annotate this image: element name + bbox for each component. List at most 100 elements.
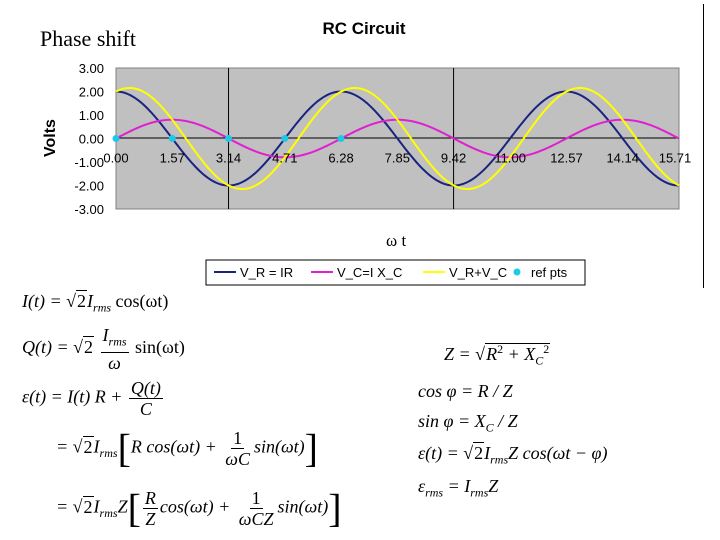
- legend-box: [205, 259, 586, 286]
- eq-emf: ε(t) = I(t) R + Q(t) C: [22, 378, 165, 419]
- eq-i: I: [93, 436, 100, 457]
- x-tick-label: 1.57: [160, 151, 185, 166]
- legend-label: ref pts: [531, 265, 568, 280]
- eq-i: I: [484, 443, 491, 463]
- x-tick-labels: 0.00 1.57 3.14 4.71 6.28 7.85 9.42 11.00 12.57 14…: [103, 151, 691, 166]
- eq-eps: ε: [418, 476, 426, 496]
- legend-swatch: [513, 268, 521, 276]
- ref-point: [112, 135, 120, 142]
- eq-rhs: Z cos(ωt − φ): [508, 443, 608, 463]
- series-line: [115, 86, 680, 191]
- eq-current-rhs: cos(ωt): [111, 291, 169, 311]
- y-tick-label: -3.00: [74, 202, 104, 217]
- eq-fraction-2: 1 ωCZ: [237, 488, 276, 529]
- sqrt-arg: 2: [82, 435, 94, 457]
- sqrt-arg: 2: [83, 335, 95, 357]
- eq-current-i: I: [87, 291, 94, 311]
- eq-a: R cos(ωt) +: [130, 436, 222, 457]
- frac-num: Q(t): [128, 378, 163, 399]
- y-tick-label: -1.00: [74, 155, 104, 170]
- omega-t-label: ω t: [386, 231, 406, 250]
- frac-den: ω: [108, 352, 121, 373]
- eq-lhs: =: [56, 436, 73, 457]
- eq-sub: rms: [490, 452, 509, 467]
- frac-den: ωCZ: [238, 509, 274, 529]
- eq-charge: Q(t) = √2 Irms ω sin(ωt): [22, 325, 185, 373]
- eq-rhs: Z: [488, 476, 499, 496]
- eq-lhs: ε(t) =: [418, 443, 464, 463]
- eq-cos-phi: cos φ = R / Z: [418, 381, 513, 401]
- left-bracket: [: [127, 485, 141, 531]
- eq-fraction: 1 ωC: [223, 428, 252, 469]
- y-axis-label: Volts: [42, 119, 59, 157]
- legend-label: V_C=I X_C: [337, 265, 402, 280]
- frac-num-sub: rms: [108, 334, 127, 349]
- series-line: [115, 90, 680, 187]
- frac-num: 1: [249, 488, 263, 509]
- eq-sin-phi: sin φ = XC / Z: [418, 411, 518, 436]
- eq-emf-phase: ε(t) = √2IrmsZ cos(ωt − φ): [418, 442, 608, 468]
- eq-sub2: rms: [470, 485, 489, 500]
- x-tick-label: 4.71: [272, 151, 297, 166]
- frac-den: ωC: [225, 449, 250, 469]
- x-tick-label: 9.42: [441, 151, 466, 166]
- eq-a: cos(ωt) +: [159, 496, 235, 517]
- eq-charge-rhs: sin(ωt): [130, 336, 185, 357]
- legend-label: V_R+V_C: [449, 265, 507, 280]
- y-tick-label: 0.00: [79, 132, 104, 147]
- eq-r: R: [486, 344, 498, 364]
- chart-title: RC Circuit: [322, 19, 405, 38]
- ref-point: [281, 135, 289, 142]
- frac-den: C: [139, 399, 152, 419]
- x-tick-label: 14.14: [606, 151, 639, 166]
- x-tick-label: 3.14: [216, 151, 241, 166]
- slide-heading: Phase shift: [40, 26, 136, 51]
- eq-emf-rms: εrms = IrmsZ: [418, 476, 498, 501]
- eq-z: Z: [117, 496, 128, 517]
- x-tick-label: 11.00: [494, 151, 526, 166]
- ref-point: [337, 135, 345, 142]
- legend: V_R = IR V_C=I X_C V_R+V_C ref pts: [214, 265, 568, 280]
- eq-sub: rms: [99, 506, 118, 521]
- eq-current: I(t) = √2Irms cos(ωt): [22, 290, 169, 316]
- eq-sub: C: [535, 353, 544, 368]
- eq-lhs: Z =: [444, 344, 476, 364]
- eq-current-lhs: I(t) =: [22, 291, 67, 311]
- sqrt-sign: √: [463, 443, 474, 463]
- sqrt-sign: √: [475, 344, 486, 364]
- eq-emf-expanded: = √2Irms[R cos(ωt) + 1 ωC sin(ωt)]: [56, 428, 318, 469]
- frac-num: R: [142, 488, 158, 509]
- eq-exp2: 2: [543, 342, 550, 356]
- x-tick-label: 6.28: [328, 151, 353, 166]
- y-tick-labels: 3.00 2.00 1.00 0.00 -1.00 -2.00 -3.00: [74, 61, 104, 217]
- x-tick-label: 7.85: [385, 151, 410, 166]
- right-bracket: ]: [304, 425, 318, 471]
- rc-circuit-chart: RC Circuit Volts 3.002.001.000.00-1.00-2…: [42, 19, 691, 286]
- sqrt-sign: √: [72, 436, 83, 457]
- eq-exp: 2: [497, 342, 504, 356]
- left-bracket: [: [117, 425, 131, 471]
- eq-plus-x: + X: [503, 344, 536, 364]
- vertical-rule: [703, 4, 704, 288]
- eq-lhs: sin φ = X: [418, 411, 486, 431]
- eq-sub: rms: [425, 485, 444, 500]
- eq-b: sin(ωt): [253, 436, 305, 457]
- y-tick-label: 2.00: [79, 85, 104, 100]
- sqrt-sign: √: [72, 496, 83, 517]
- frac-den: Z: [145, 509, 156, 529]
- ref-point: [168, 135, 176, 142]
- x-tick-label: 15.71: [659, 151, 692, 166]
- x-tick-label: 0.00: [103, 151, 128, 166]
- eq-rhs: / Z: [493, 411, 518, 431]
- eq-current-sub: rms: [93, 300, 112, 315]
- eq-mid: = I: [443, 476, 471, 496]
- x-tick-label: 12.57: [550, 151, 583, 166]
- right-bracket: ]: [328, 485, 342, 531]
- frac-num: I: [102, 325, 109, 345]
- eq-lhs: =: [56, 496, 73, 517]
- frac-num: 1: [231, 428, 245, 449]
- y-tick-label: 3.00: [79, 61, 104, 76]
